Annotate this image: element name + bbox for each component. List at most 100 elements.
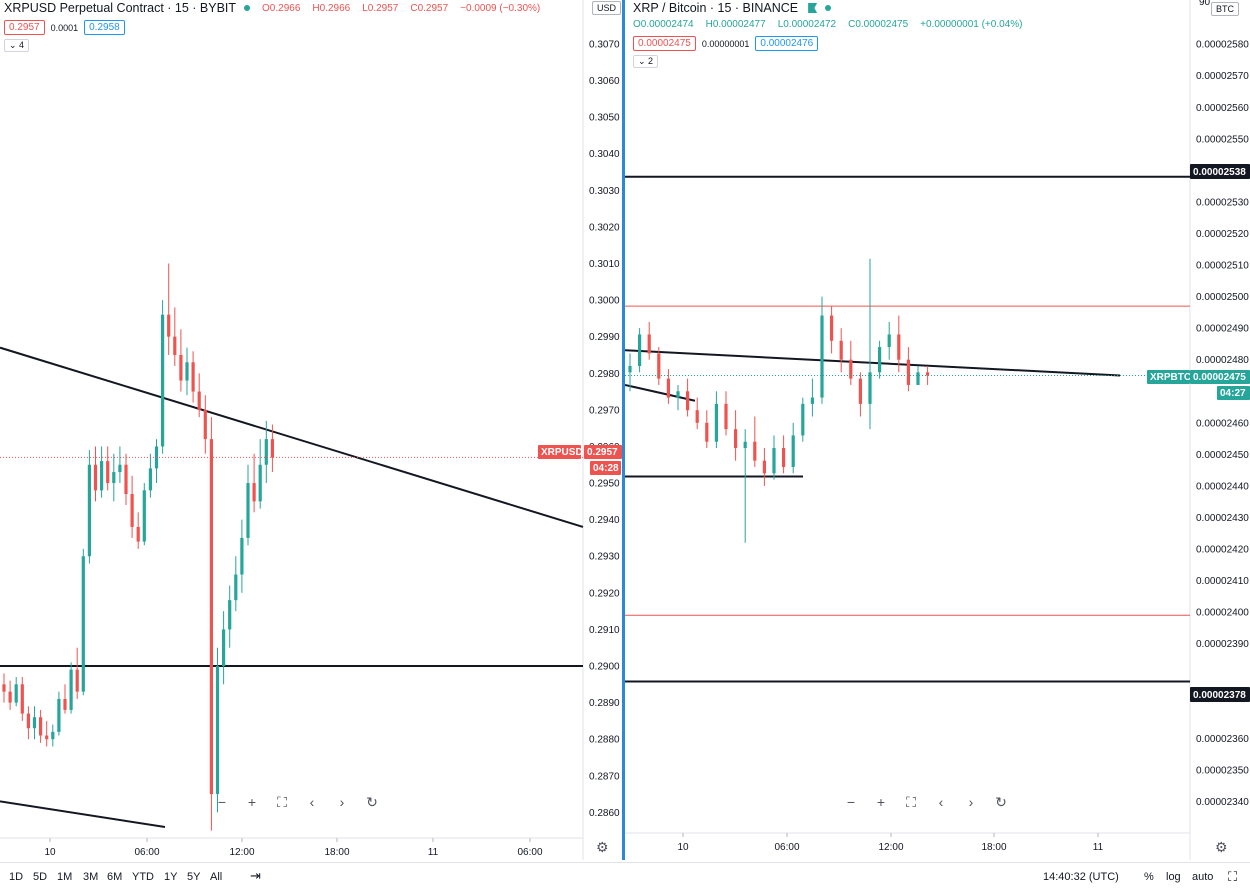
candle-body [868, 372, 872, 404]
reset-zoom-icon[interactable]: ⛶ [277, 793, 287, 810]
right-chart-panel[interactable]: 0.00002580 0.00002570 0.00002560 0.00002550… [625, 0, 1250, 860]
candle-body [762, 460, 766, 474]
left-sell-button[interactable]: 0.2957 [4, 20, 45, 35]
y-tick-label: 0.00002490 [1196, 324, 1249, 335]
y-tick-label: 0.00002510 [1196, 261, 1249, 272]
candle-body [791, 435, 795, 467]
left-chart-canvas[interactable]: 0.3070 0.3060 0.3050 0.3040 0.3030 0.3020 0.30… [0, 0, 622, 860]
screenshot-icon[interactable]: ⛶ [1228, 869, 1238, 884]
y-tick-label: 0.2950 [589, 479, 620, 490]
scroll-right-icon[interactable]: › [339, 794, 345, 810]
y-tick-label: 0.00002530 [1196, 197, 1249, 208]
scroll-right-icon[interactable]: › [968, 794, 974, 810]
candle-body [878, 347, 882, 373]
right-indicators-toggle[interactable]: ⌄ 2 [633, 55, 659, 68]
range-5d-button[interactable]: 5D [33, 871, 48, 883]
candle-body [81, 556, 85, 692]
percent-toggle[interactable]: % [1144, 871, 1154, 883]
right-chart-header: XRP / Bitcoin · 15 · BINANCE O0.00002474… [633, 0, 1022, 68]
bar-countdown-label-bg [1217, 386, 1250, 400]
x-tick-label: 06:00 [517, 847, 542, 858]
candle-body [75, 669, 79, 692]
y-tick-label: 0.3070 [589, 39, 620, 50]
candle-body [820, 315, 824, 398]
right-sell-button[interactable]: 0.00002475 [633, 36, 696, 51]
x-tick-label: 10 [44, 847, 56, 858]
bar-countdown-label: 04:28 [593, 463, 619, 474]
zoom-in-icon[interactable]: + [876, 794, 886, 810]
left-chart-header: XRPUSD Perpetual Contract · 15 · BYBIT O… [4, 0, 540, 52]
zoom-out-icon[interactable]: − [217, 794, 227, 810]
left-indicators-toggle[interactable]: ⌄ 4 [4, 39, 30, 52]
active-pane-divider [622, 0, 625, 860]
right-close-value: C0.00002475 [848, 18, 909, 30]
candle-body [753, 441, 757, 461]
x-tick-label: 11 [1093, 842, 1104, 853]
range-1y-button[interactable]: 1Y [164, 871, 178, 883]
gear-icon[interactable]: ⚙ [596, 839, 609, 855]
candle-body [666, 378, 670, 398]
left-currency-badge[interactable]: USD [592, 1, 622, 15]
left-spread-value: 0.0001 [50, 22, 79, 33]
reset-chart-icon[interactable]: ↻ [366, 793, 378, 810]
reset-zoom-icon[interactable]: ⛶ [906, 793, 916, 810]
range-all-button[interactable]: All [210, 871, 223, 883]
range-1d-button[interactable]: 1D [9, 871, 24, 883]
candle-body [26, 713, 30, 729]
range-5y-button[interactable]: 5Y [187, 871, 201, 883]
bottom-toolbar: 1D 5D 1M 3M 6M YTD 1Y 5Y All ⇥ 14:40:32 … [0, 862, 1250, 892]
candle-body [887, 334, 891, 348]
right-chart-canvas[interactable]: 0.00002580 0.00002570 0.00002560 0.00002550… [625, 0, 1250, 860]
candle-body [252, 483, 256, 502]
scroll-left-icon[interactable]: ‹ [309, 794, 315, 810]
x-tick-label: 11 [428, 847, 439, 858]
candle-body [124, 464, 128, 495]
log-toggle[interactable]: log [1166, 871, 1181, 883]
date-range-icon[interactable]: ⇥ [250, 868, 261, 883]
zoom-out-icon[interactable]: − [846, 794, 856, 810]
candle-body [136, 526, 140, 542]
range-3m-button[interactable]: 3M [83, 871, 99, 883]
left-buy-button[interactable]: 0.2958 [84, 20, 125, 35]
right-indicators-count: 2 [648, 56, 654, 66]
candle-body [228, 600, 232, 630]
y-tick-label: 0.00002360 [1196, 734, 1249, 745]
right-currency-badge[interactable]: BTC [1211, 2, 1239, 16]
left-chart-panel[interactable]: 0.3070 0.3060 0.3050 0.3040 0.3030 0.3020 0.30… [0, 0, 622, 860]
candle-body [264, 439, 268, 465]
range-6m-button[interactable]: 6M [107, 871, 123, 883]
candle-body [830, 315, 834, 341]
candle-body [179, 354, 183, 381]
right-symbol-title[interactable]: XRP / Bitcoin · 15 · BINANCE [633, 1, 799, 15]
candle-body [87, 464, 91, 557]
last-price-axis-label-bg [584, 445, 622, 459]
utc-clock[interactable]: 14:40:32 (UTC) [1043, 871, 1119, 883]
y-tick-label: 0.00002570 [1196, 71, 1249, 82]
trend-line [625, 383, 696, 402]
left-symbol-title[interactable]: XRPUSD Perpetual Contract · 15 · BYBIT [4, 1, 237, 15]
candle-body [57, 698, 61, 732]
candle-body [734, 429, 738, 449]
auto-toggle[interactable]: auto [1192, 871, 1214, 883]
candle-body [270, 439, 274, 458]
right-spread-value: 0.00000001 [701, 38, 750, 49]
range-ytd-button[interactable]: YTD [132, 871, 154, 883]
trend-line-price-label: 0.00002378 [1193, 690, 1246, 701]
y-tick-label: 0.2880 [589, 735, 620, 746]
right-open-value: O0.00002474 [633, 18, 694, 30]
range-1m-button[interactable]: 1M [57, 871, 73, 883]
candle-body [638, 334, 642, 367]
zoom-in-icon[interactable]: + [247, 794, 257, 810]
candle-body [724, 403, 728, 430]
candle-body [926, 372, 930, 376]
right-buy-button[interactable]: 0.00002476 [755, 36, 819, 51]
y-tick-label: 0.3000 [589, 296, 620, 307]
gear-icon[interactable]: ⚙ [1215, 839, 1228, 855]
reset-chart-icon[interactable]: ↻ [995, 793, 1007, 810]
x-tick-label: 06:00 [134, 847, 159, 858]
candle-body [8, 691, 12, 703]
y-tick-label: 0.00002500 [1196, 292, 1249, 303]
scroll-left-icon[interactable]: ‹ [938, 794, 944, 810]
market-open-dot-icon [825, 5, 832, 11]
trend-line [625, 349, 1121, 377]
